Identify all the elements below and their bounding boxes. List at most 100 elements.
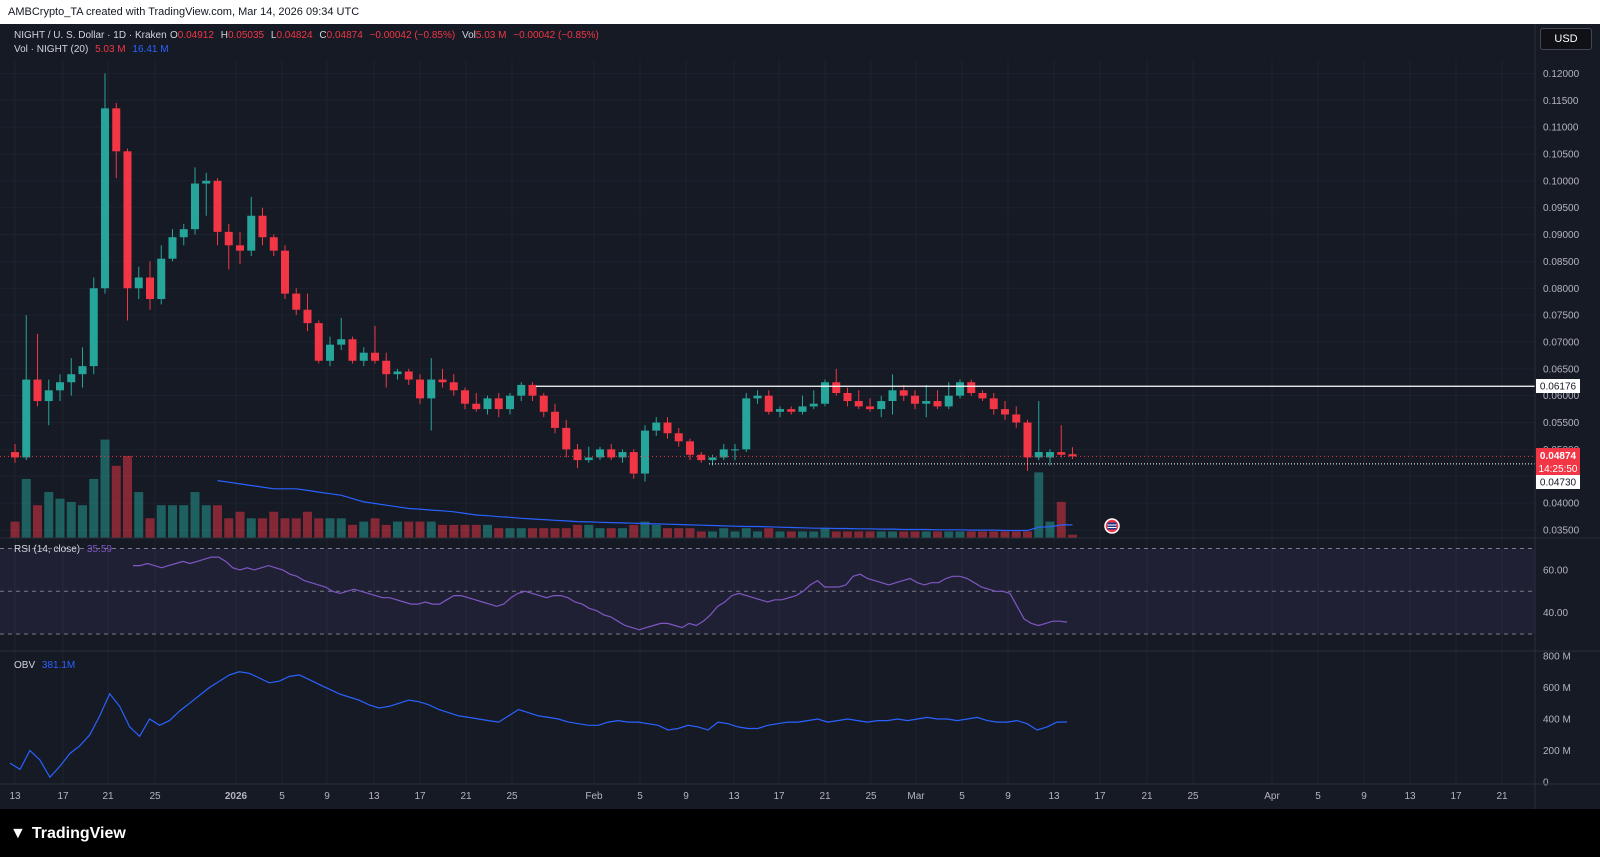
candle	[191, 167, 199, 235]
volume-bar	[876, 531, 886, 538]
volume-bar	[291, 518, 301, 538]
candle	[168, 229, 177, 262]
candle-body	[911, 395, 919, 404]
price-axis-label: 0.12000	[1543, 69, 1580, 80]
time-axis-label: 13	[368, 791, 380, 802]
time-axis-label: 13	[1048, 791, 1060, 802]
volume-bar	[21, 478, 31, 538]
us-flag-event-icon[interactable]	[1104, 518, 1120, 534]
volume-bar	[438, 524, 447, 538]
volume-bar	[595, 528, 605, 538]
candle	[1068, 447, 1077, 460]
candle	[247, 196, 256, 257]
price-axis-label: 0.03500	[1543, 525, 1580, 536]
candle-body	[956, 382, 964, 396]
candle	[78, 347, 87, 388]
legend-vol-ma-v2: 16.41 M	[132, 44, 168, 55]
candle	[753, 390, 762, 404]
time-axis-label: 25	[865, 791, 877, 802]
time-axis-label: 9	[1005, 791, 1011, 802]
volume-bar	[258, 518, 267, 538]
countdown-text: 14:25:50	[1539, 464, 1578, 475]
price-axis-label: 0.08000	[1543, 284, 1580, 295]
candle-body	[798, 406, 807, 412]
candle	[911, 390, 919, 410]
time-axis-label: 9	[683, 791, 689, 802]
volume-bar	[359, 521, 369, 538]
price-axis-label: 0.07000	[1543, 337, 1580, 348]
volume-ma-line	[217, 480, 1073, 532]
volume-bar	[921, 531, 931, 538]
candle-body	[809, 403, 818, 407]
rsi-line	[133, 556, 1068, 631]
time-axis-label: 13	[1404, 791, 1416, 802]
volume-bar	[179, 505, 189, 538]
candle	[967, 379, 976, 396]
price-axis-label: 0.09000	[1543, 230, 1580, 241]
volume-bar	[370, 518, 380, 538]
candle-body	[607, 449, 616, 458]
candle	[202, 172, 211, 216]
candle	[731, 444, 739, 461]
time-axis-label: 17	[773, 791, 785, 802]
candle-body	[787, 409, 796, 412]
candle-body	[663, 422, 672, 434]
time-axis-label: 9	[324, 791, 330, 802]
candle	[978, 390, 987, 402]
candle-body	[933, 401, 942, 407]
candle	[382, 352, 391, 388]
candle	[292, 288, 301, 316]
candle-body	[517, 384, 526, 396]
candle-body	[44, 390, 53, 402]
volume-bar	[66, 501, 76, 538]
candle-body	[382, 360, 391, 375]
candle-body	[922, 401, 931, 404]
candle	[1034, 401, 1043, 461]
volume-bar	[168, 505, 177, 538]
currency-button[interactable]: USD	[1540, 28, 1592, 50]
candle	[956, 379, 964, 399]
volume-bar	[933, 531, 942, 538]
candle-body	[573, 449, 582, 461]
candle-body	[101, 108, 109, 289]
price-axis-label: 0.11500	[1543, 96, 1579, 107]
volume-bar	[539, 528, 549, 538]
candle	[449, 374, 458, 396]
candle	[528, 382, 537, 402]
candle-body	[596, 449, 604, 458]
volume-bar	[550, 528, 560, 538]
time-axis-label: 21	[1496, 791, 1508, 802]
candle	[393, 368, 402, 380]
candle-body	[944, 395, 953, 407]
candle-body	[89, 288, 98, 367]
candle	[854, 390, 863, 410]
volume-bar	[483, 524, 492, 538]
time-axis-label: 17	[57, 791, 69, 802]
price-axis-label: 0.05500	[1543, 418, 1580, 429]
candle-body	[674, 433, 683, 442]
volume-bar	[989, 531, 999, 538]
rsi-axis-label: 40.00	[1543, 608, 1568, 619]
candle	[404, 368, 413, 385]
price-chart[interactable]: NIGHT / U. S. Dollar · 1D · Kraken O0.04…	[0, 24, 1600, 809]
chart-area[interactable]: NIGHT / U. S. Dollar · 1D · Kraken O0.04…	[0, 24, 1600, 809]
candle-body	[236, 245, 244, 251]
tradingview-logo[interactable]: ▼ TradingView	[10, 823, 132, 843]
volume-bar	[674, 528, 684, 538]
volume-bar	[966, 531, 976, 538]
volume-bar	[775, 531, 785, 538]
volume-bar	[235, 511, 245, 538]
candle-body	[888, 390, 897, 402]
volume-bar	[944, 531, 954, 538]
candle-body	[247, 215, 256, 251]
candle	[809, 390, 818, 410]
candle	[798, 395, 807, 415]
candle-body	[461, 390, 469, 404]
candle	[641, 425, 649, 482]
time-axis-label: 21	[1141, 791, 1153, 802]
legend-vol-change: −0.00042 (−0.85%)	[513, 30, 599, 41]
volume-bar	[764, 528, 774, 538]
candle	[359, 347, 368, 367]
legend-h-label: H	[221, 30, 228, 41]
volume-bar	[651, 524, 661, 538]
